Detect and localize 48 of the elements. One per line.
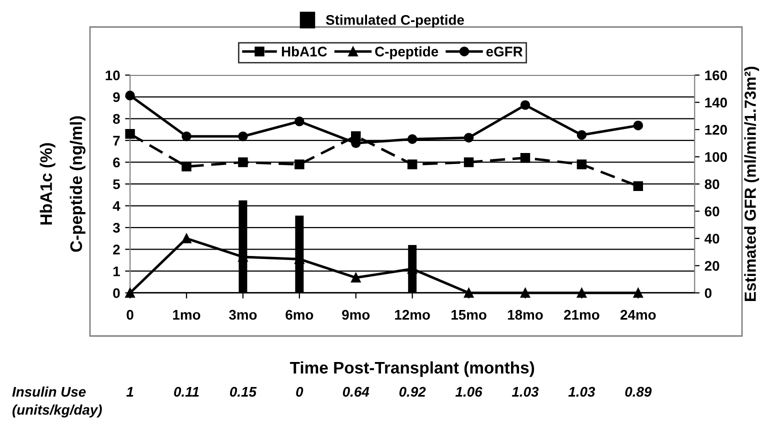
x-tick-label: 12mo xyxy=(395,310,430,320)
legend-label: eGFR xyxy=(486,46,523,56)
y2-tick-label: 40 xyxy=(704,234,720,244)
x-axis-title: Time Post-Transplant (months) xyxy=(290,361,534,377)
y2-tick-label: 140 xyxy=(705,98,727,108)
x-tick-label: 18mo xyxy=(508,310,543,320)
x-tick-label: 6mo xyxy=(286,310,314,320)
x-tick-label: 15mo xyxy=(452,310,486,320)
y2-axis-title: Estimated GFR (ml/min/1.73m²) xyxy=(744,66,760,301)
x-tick-label: 21mo xyxy=(564,310,600,320)
y-tick-label: 4 xyxy=(112,201,120,211)
y-tick-label: 6 xyxy=(113,158,120,168)
legend-label: HbA1C xyxy=(282,46,327,56)
x-tick-label: 24mo xyxy=(620,310,656,320)
y2-tick-label: 160 xyxy=(705,70,727,80)
x-tick-label: 1mo xyxy=(173,310,200,320)
text: 1.06 xyxy=(456,386,482,397)
y-axis-title: HbA1c (%) C-peptide (ng/ml) xyxy=(40,116,86,252)
y-tick-label: 1 xyxy=(113,266,120,276)
text: 0.89 xyxy=(625,386,652,397)
text: 1.03 xyxy=(568,386,596,397)
text: 0.11 xyxy=(174,386,199,397)
x-tick-label: 9mo xyxy=(342,310,370,320)
x-tick-label: 3mo xyxy=(229,310,257,320)
y2-tick-label: 60 xyxy=(704,206,720,216)
text: 0.64 xyxy=(342,386,370,397)
text: 1.03 xyxy=(512,386,539,397)
y-tick-label: 9 xyxy=(113,92,120,102)
y2-tick-label: 80 xyxy=(704,179,720,190)
legend-label: Stimulated C-peptide xyxy=(326,14,464,28)
y-tick-label: 8 xyxy=(113,114,120,124)
y2-tick-label: 120 xyxy=(705,124,727,135)
text: Insulin Use (units/kg/day) xyxy=(12,386,102,418)
y-tick-label: 2 xyxy=(113,244,120,254)
y2-tick-label: 100 xyxy=(705,152,727,162)
y2-tick-label: 20 xyxy=(704,260,720,271)
text: 0.92 xyxy=(399,386,426,397)
text: 1 xyxy=(126,387,134,397)
y2-tick-label: 0 xyxy=(704,288,712,298)
legend-label: C-peptide xyxy=(375,46,438,60)
y-tick-label: 5 xyxy=(113,179,120,190)
y-tick-label: 7 xyxy=(113,136,120,146)
y-tick-label: 3 xyxy=(112,222,120,233)
y-tick-label: 10 xyxy=(106,70,120,80)
y-tick-label: 0 xyxy=(113,288,120,298)
text: 0 xyxy=(296,386,304,397)
x-tick-label: 0 xyxy=(126,310,134,320)
text: 0.15 xyxy=(230,386,257,397)
